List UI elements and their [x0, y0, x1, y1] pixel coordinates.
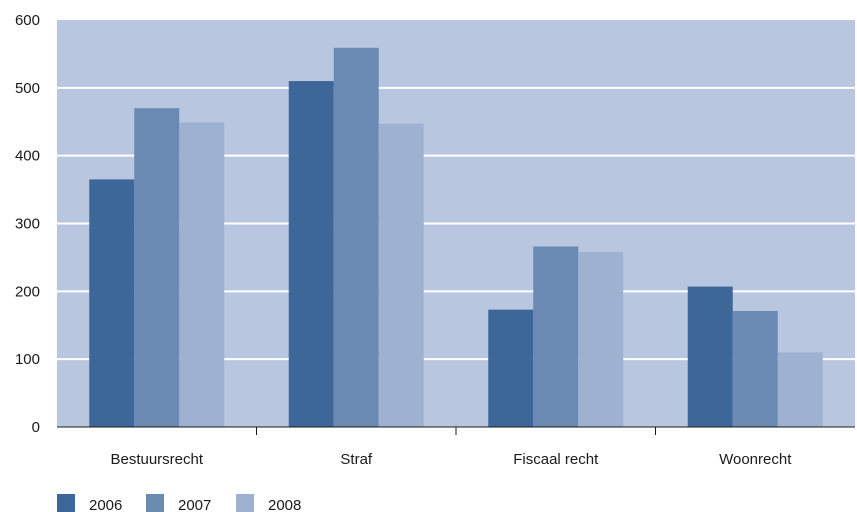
- legend-swatch-2007: [146, 494, 164, 512]
- y-tick-label: 400: [15, 148, 40, 165]
- bar-2006-3: [687, 286, 733, 427]
- bars: [89, 47, 823, 428]
- y-tick-label: 300: [15, 216, 40, 233]
- bar-2008-0: [179, 122, 225, 427]
- y-tick-label: 0: [32, 419, 40, 436]
- legend-swatch-2008: [236, 494, 254, 512]
- bar-2008-1: [378, 123, 424, 427]
- y-tick-label: 600: [15, 12, 40, 29]
- category-label: Woonrecht: [719, 451, 792, 468]
- y-tick-label: 500: [15, 80, 40, 97]
- legend-swatch-2006: [57, 494, 75, 512]
- x-axis-ticks: [256, 427, 656, 435]
- bar-2007-3: [732, 311, 778, 427]
- bar-2006-1: [288, 81, 334, 428]
- y-tick-label: 200: [15, 283, 40, 300]
- category-label: Straf: [340, 451, 373, 468]
- legend-label: 2006: [89, 497, 122, 512]
- bar-2006-0: [89, 179, 135, 427]
- legend: 2006 2007 2008: [57, 494, 301, 512]
- bar-2007-0: [134, 108, 180, 427]
- bar-2006-2: [488, 309, 534, 427]
- y-tick-label: 100: [15, 351, 40, 368]
- y-axis-ticks: 0 100 200 300 400 500 600: [15, 12, 40, 436]
- category-label: Bestuursrecht: [110, 451, 203, 468]
- bar-2008-3: [777, 352, 823, 427]
- bar-2008-2: [578, 251, 624, 427]
- category-labels: Bestuursrecht Straf Fiscaal recht Woonrecht: [110, 451, 792, 468]
- legend-label: 2007: [178, 497, 211, 512]
- bar-2007-2: [533, 246, 579, 427]
- category-label: Fiscaal recht: [513, 451, 599, 468]
- bar-2007-1: [333, 47, 379, 427]
- legend-label: 2008: [268, 497, 301, 512]
